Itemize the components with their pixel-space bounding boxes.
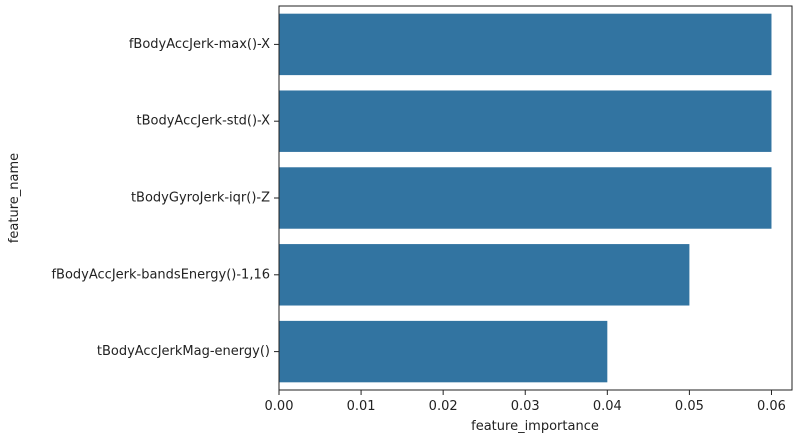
x-tick-label: 0.02 xyxy=(429,399,458,414)
y-tick-label: tBodyAccJerk-std()-X xyxy=(137,114,271,129)
bar xyxy=(279,90,772,152)
y-tick-label: fBodyAccJerk-max()-X xyxy=(129,37,270,52)
x-axis-ticks: 0.00 0.01 0.02 0.03 0.04 0.05 0.06 xyxy=(265,390,786,414)
x-tick-label: 0.00 xyxy=(265,399,294,414)
y-tick-label: tBodyAccJerkMag-energy() xyxy=(97,344,270,359)
x-tick-label: 0.04 xyxy=(593,399,622,414)
bar xyxy=(279,320,608,383)
bar xyxy=(279,13,772,76)
x-tick-label: 0.01 xyxy=(347,399,376,414)
x-tick-label: 0.06 xyxy=(757,399,786,414)
bar xyxy=(279,244,690,306)
y-axis-ticks: fBodyAccJerk-max()-X tBodyAccJerk-std()-X… xyxy=(51,37,279,359)
y-axis-label: feature_name xyxy=(7,153,22,243)
x-tick-label: 0.05 xyxy=(675,399,704,414)
bars-layer xyxy=(279,13,772,383)
x-tick-label: 0.03 xyxy=(511,399,540,414)
bar xyxy=(279,167,772,229)
plot-frame xyxy=(278,5,793,391)
y-tick-label: fBodyAccJerk-bandsEnergy()-1,16 xyxy=(51,267,270,282)
y-tick-label: tBodyGyroJerk-iqr()-Z xyxy=(131,191,270,206)
x-axis-label: feature_importance xyxy=(471,419,599,433)
